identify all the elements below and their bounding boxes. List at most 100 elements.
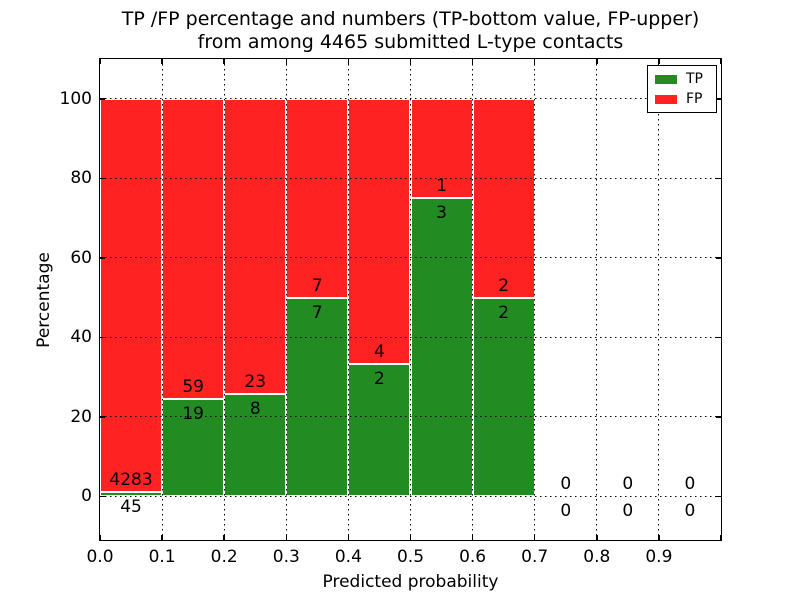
bar-tp-segment: [286, 297, 349, 497]
x-tick-mark: [223, 535, 225, 540]
legend: TP FP: [647, 65, 717, 113]
fp-count-label: 4: [374, 341, 385, 362]
fp-count-label: 4283: [109, 470, 153, 491]
x-tick-mark: [285, 59, 288, 64]
x-tick-label: 0.6: [459, 547, 487, 567]
tp-count-label: 0: [560, 501, 572, 522]
gridline-v: [596, 59, 598, 540]
x-tick-mark: [347, 535, 350, 540]
gridline-v: [472, 59, 474, 540]
bar-fp-segment: [348, 98, 411, 364]
y-tick-mark: [100, 257, 105, 259]
tp-count-label: 0: [622, 501, 634, 522]
tp-count-label: 7: [311, 302, 323, 323]
chart-title-line2: from among 4465 submitted L-type contact…: [197, 31, 624, 53]
bar-fp-segment: [472, 98, 535, 298]
fp-count-label: 7: [311, 275, 323, 296]
bar-fp-segment: [162, 98, 225, 400]
fp-count-label: 0: [622, 474, 634, 495]
fp-count-label: 0: [684, 474, 696, 495]
legend-item-fp: FP: [655, 92, 716, 106]
tp-swatch: [655, 74, 677, 84]
bar-fp-segment: [410, 98, 473, 199]
y-tick-label: 40: [70, 327, 92, 348]
legend-label-fp: FP: [686, 91, 703, 107]
x-tick-mark: [720, 535, 722, 540]
x-tick-mark: [471, 59, 474, 64]
x-tick-mark: [161, 535, 163, 540]
y-tick-label: 100: [59, 88, 92, 109]
x-tick-label: 0.2: [210, 547, 238, 567]
y-tick-label: 0: [81, 486, 92, 507]
legend-label-tp: TP: [686, 71, 703, 87]
x-tick-mark: [161, 59, 163, 64]
y-tick-mark: [100, 416, 105, 418]
tick-layer: [99, 59, 722, 540]
fp-count-label: 2: [498, 275, 510, 296]
x-tick-mark: [533, 535, 536, 540]
y-tick-mark: [716, 98, 721, 100]
chart-title-line1: TP /FP percentage and numbers (TP-bottom…: [121, 8, 700, 30]
x-axis-label: Predicted probability: [322, 572, 499, 592]
y-tick-mark: [716, 495, 721, 498]
plot-area: 4283 45 59 19 23 8 7 7 4 2 1 3 2 2 0 0 0 0 0 0 TP FP: [99, 58, 722, 541]
tp-count-label: 8: [249, 398, 261, 419]
legend-item-tp: TP: [655, 72, 716, 86]
tp-count-label: 3: [436, 203, 447, 224]
x-tick-mark: [720, 59, 722, 64]
x-tick-mark: [347, 59, 350, 64]
grid-layer: [100, 59, 721, 540]
x-tick-mark: [533, 59, 536, 64]
x-tick-mark: [596, 59, 598, 64]
x-tick-mark: [409, 59, 412, 64]
gridline-v: [285, 59, 287, 540]
gridline-v: [658, 59, 660, 540]
x-tick-label: 0.8: [583, 547, 611, 567]
tp-count-label: 19: [182, 404, 204, 425]
bar-fp-segment: [224, 98, 287, 394]
x-tick-mark: [223, 59, 225, 64]
y-tick-mark: [716, 257, 721, 259]
gridline-v: [347, 59, 349, 540]
fp-count-label: 23: [244, 371, 267, 392]
tp-count-label: 0: [684, 501, 696, 522]
x-tick-label: 0.9: [645, 547, 673, 567]
x-tick-mark: [409, 535, 412, 540]
gridline-v: [161, 59, 163, 540]
bar-tp-segment: [162, 399, 225, 497]
bar-fp-segment: [100, 98, 163, 493]
bar-layer: [100, 59, 721, 540]
y-tick-mark: [716, 416, 721, 418]
y-tick-label: 60: [70, 247, 92, 268]
y-tick-mark: [100, 495, 105, 498]
tp-count-label: 45: [120, 497, 142, 518]
x-tick-label: 0.0: [86, 547, 114, 567]
y-tick-mark: [100, 177, 105, 179]
x-tick-mark: [658, 535, 660, 540]
chart-title: TP /FP percentage and numbers (TP-bottom…: [100, 8, 721, 54]
x-tick-mark: [99, 59, 101, 64]
x-tick-mark: [596, 535, 598, 540]
x-tick-mark: [471, 535, 474, 540]
bar-fp-segment: [286, 98, 349, 298]
x-tick-mark: [285, 535, 288, 540]
x-tick-mark: [658, 59, 660, 64]
bar-tp-segment: [472, 297, 535, 497]
bar-tp-segment: [348, 363, 411, 497]
y-tick-mark: [716, 336, 721, 338]
bar-tp-segment: [224, 393, 287, 497]
x-tick-label: 0.4: [334, 547, 362, 567]
fp-count-label: 59: [182, 377, 204, 398]
fp-count-label: 0: [560, 474, 572, 495]
x-tick-label: 0.1: [148, 547, 176, 567]
x-tick-mark: [99, 535, 101, 540]
gridline-v: [410, 59, 411, 540]
x-tick-label: 0.5: [396, 547, 425, 567]
bar-tp-segment: [410, 198, 473, 497]
x-tick-label: 0.7: [521, 547, 549, 567]
x-tick-label: 0.3: [272, 547, 300, 567]
y-tick-mark: [100, 98, 105, 100]
fp-count-label: 1: [436, 176, 447, 197]
gridline-v: [223, 59, 225, 540]
